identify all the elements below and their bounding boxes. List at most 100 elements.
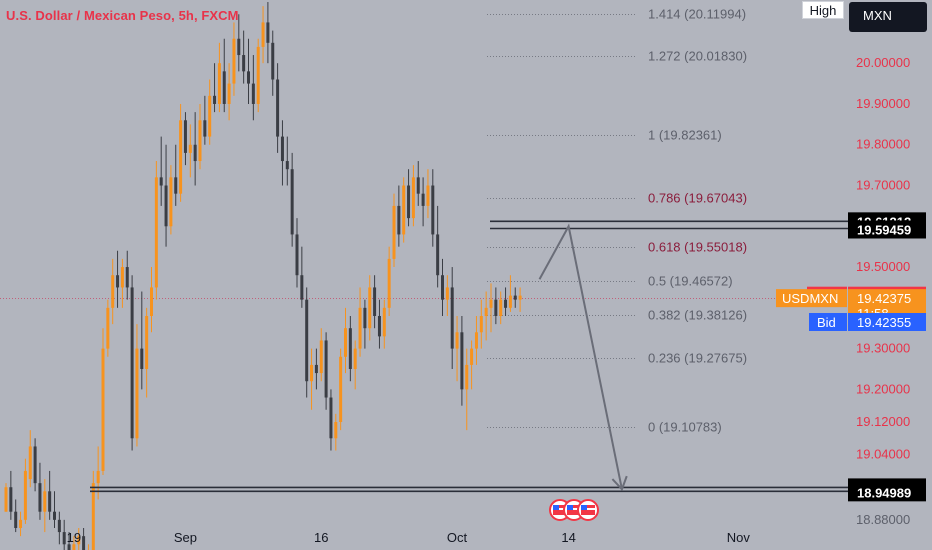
fibonacci-labels: 1.414 (20.11994) 1.272 (20.01830) 1 (19.82… bbox=[648, 7, 747, 435]
candle-body bbox=[242, 55, 246, 72]
candle-body bbox=[140, 348, 144, 369]
candle-body bbox=[334, 421, 338, 439]
candle-body bbox=[300, 275, 304, 300]
candle-body bbox=[499, 299, 503, 316]
candle-body bbox=[276, 79, 280, 137]
candle-body bbox=[251, 83, 255, 104]
level-zones bbox=[90, 220, 848, 493]
flag-stripe bbox=[567, 508, 581, 510]
fib-label: 1.414 (20.11994) bbox=[648, 7, 746, 22]
candle-body bbox=[339, 356, 343, 422]
candle-body bbox=[227, 83, 231, 104]
candle-body bbox=[53, 511, 56, 520]
candle-body bbox=[513, 295, 517, 300]
candle-body bbox=[504, 299, 508, 308]
us-flag-icon[interactable] bbox=[577, 499, 599, 521]
symbol-tag bbox=[776, 289, 847, 308]
candle-body bbox=[329, 397, 333, 439]
candle-body bbox=[82, 536, 86, 550]
candle-body bbox=[159, 177, 163, 186]
candle-body bbox=[271, 42, 275, 80]
y-tick-label: 20.00000 bbox=[856, 55, 910, 70]
fib-label: 0.5 (19.46572) bbox=[648, 274, 733, 289]
candle-body bbox=[474, 332, 478, 349]
candle-body bbox=[324, 340, 328, 398]
candle-body bbox=[28, 446, 32, 480]
y-tick-label: 19.70000 bbox=[856, 178, 910, 193]
candle-body bbox=[23, 470, 27, 520]
candle-body bbox=[407, 185, 411, 219]
candle-body bbox=[479, 315, 483, 333]
candle-body bbox=[382, 307, 386, 337]
candle-body bbox=[120, 267, 124, 288]
high-button[interactable]: High bbox=[802, 1, 844, 19]
fib-label: 0.236 (19.27675) bbox=[648, 351, 747, 366]
candle-body bbox=[48, 491, 52, 512]
y-tick-label: 18.88000 bbox=[856, 512, 910, 527]
candle-body bbox=[358, 307, 362, 349]
candle-body bbox=[203, 120, 207, 137]
candle-body bbox=[150, 287, 153, 316]
candle-body bbox=[57, 519, 61, 533]
x-tick-label: Nov bbox=[727, 530, 751, 545]
candle-body bbox=[169, 177, 173, 227]
candle-body bbox=[426, 185, 430, 206]
y-tick-label: 19.80000 bbox=[856, 137, 910, 152]
candle-body bbox=[392, 205, 396, 259]
candle-body bbox=[130, 287, 134, 439]
candle-body bbox=[91, 483, 95, 550]
candle-body bbox=[222, 71, 226, 104]
level-label: 19.59459 bbox=[857, 222, 911, 237]
candles bbox=[4, 2, 522, 550]
candle-body bbox=[125, 267, 129, 288]
fib-label: 1 (19.82361) bbox=[648, 128, 722, 143]
candle-body bbox=[397, 205, 401, 235]
candle-body bbox=[460, 332, 464, 390]
flag-canton bbox=[553, 505, 559, 510]
projection-path bbox=[538, 223, 628, 492]
candle-body bbox=[310, 364, 314, 382]
candle-body bbox=[256, 46, 260, 104]
bid-tag bbox=[809, 313, 847, 331]
level-box bbox=[848, 483, 926, 502]
candle-body bbox=[247, 71, 250, 84]
candle-body bbox=[135, 348, 139, 439]
candle-body bbox=[295, 234, 299, 276]
candle-body bbox=[441, 275, 444, 300]
candle-body bbox=[198, 120, 202, 162]
candle-body bbox=[494, 299, 498, 316]
y-tick-label: 19.50000 bbox=[856, 259, 910, 274]
fib-label: 0.382 (19.38126) bbox=[648, 308, 747, 323]
candle-body bbox=[179, 120, 183, 194]
candle-body bbox=[305, 299, 309, 382]
candle-body bbox=[377, 315, 381, 337]
candle-body bbox=[387, 258, 391, 308]
x-axis: 19 Sep 16 Oct 14 Nov bbox=[67, 530, 751, 545]
candle-body bbox=[237, 38, 241, 56]
candle-body bbox=[232, 38, 236, 84]
event-flags[interactable] bbox=[549, 499, 599, 521]
quote-panel: Ask19.42975USDMXN19.4237511:58Bid19.4235… bbox=[776, 286, 926, 331]
candle-body bbox=[368, 287, 372, 329]
candle-body bbox=[508, 295, 512, 308]
currency-button[interactable]: MXN bbox=[849, 2, 927, 32]
x-tick-label: Sep bbox=[174, 530, 197, 545]
candle-body bbox=[363, 307, 367, 329]
candle-body bbox=[290, 169, 294, 235]
x-tick-label: 14 bbox=[561, 530, 575, 545]
candle-body bbox=[445, 287, 449, 300]
candle-body bbox=[285, 161, 289, 170]
candle-body bbox=[43, 491, 47, 512]
y-axis: 20.00000 19.90000 19.80000 19.70000 19.50000… bbox=[848, 55, 926, 527]
projection-arrowhead bbox=[611, 475, 628, 492]
candle-body bbox=[411, 177, 415, 219]
fib-label: 0.618 (19.55018) bbox=[648, 240, 747, 255]
candle-body bbox=[145, 315, 149, 369]
x-tick-label: Oct bbox=[447, 530, 468, 545]
candle-body bbox=[164, 185, 168, 227]
bid-label: Bid bbox=[817, 315, 836, 330]
candle-body bbox=[154, 177, 158, 288]
candle-body bbox=[518, 295, 522, 300]
